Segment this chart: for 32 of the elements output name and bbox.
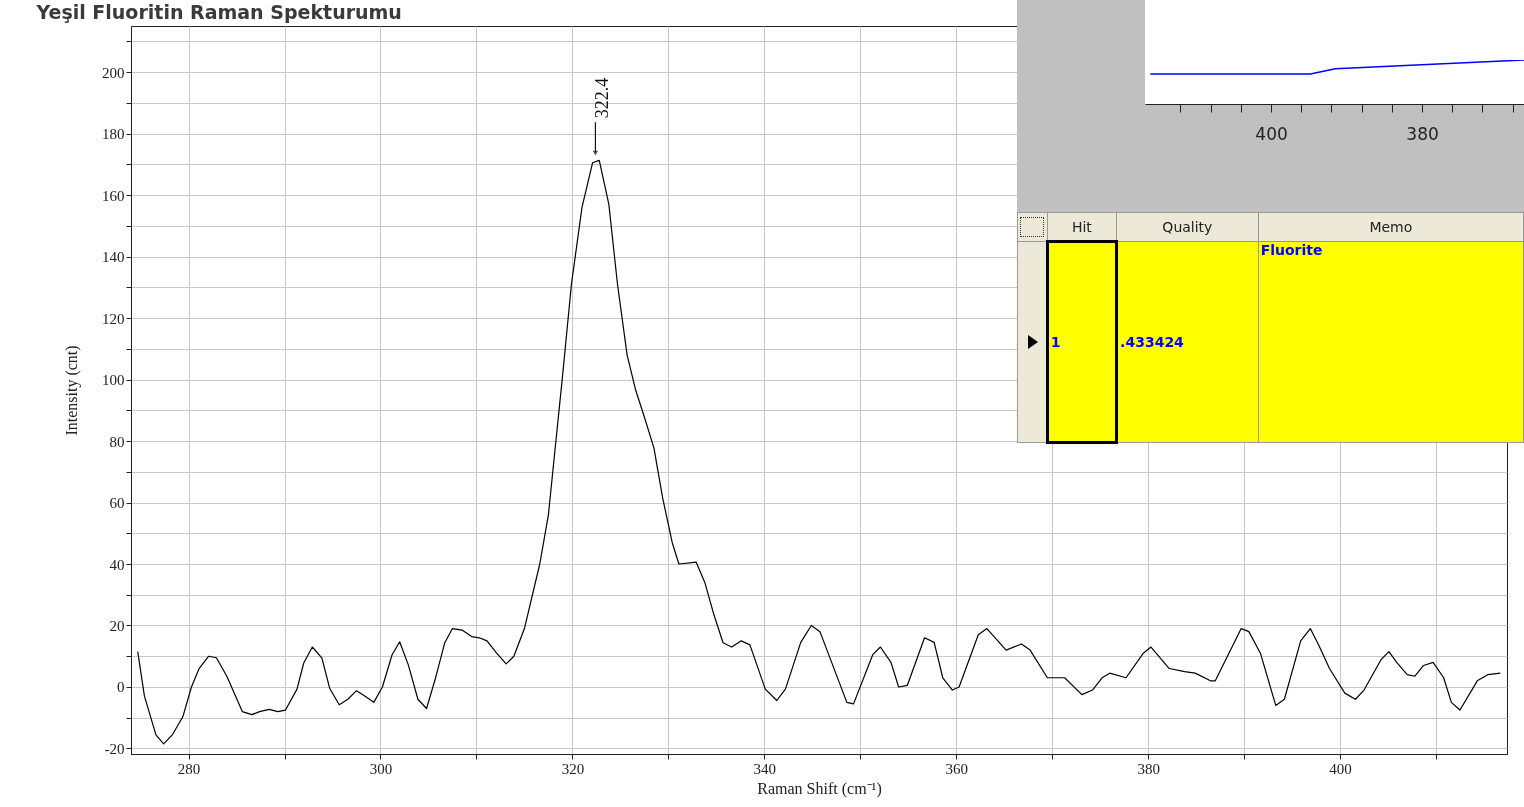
x-tick-label: 400 <box>1255 123 1288 144</box>
y-tick-label: 60 <box>109 495 125 512</box>
y-tick-label: 0 <box>117 679 125 696</box>
y-axis-title: Intensity (cnt) <box>63 345 81 436</box>
line-series <box>137 159 1501 745</box>
y-tick-label: 20 <box>109 617 125 634</box>
y-tick-label: 200 <box>102 64 125 81</box>
y-tick-label: -20 <box>104 740 125 757</box>
annotation: .433424 <box>1116 241 1259 443</box>
annotation: Hit <box>1047 212 1117 242</box>
x-tick-label: 400 <box>1329 760 1352 777</box>
annotation: 1 <box>1047 241 1117 443</box>
annotation: 322.4 <box>592 77 613 119</box>
y-tick-label: 100 <box>102 372 125 389</box>
x-axis-title: Raman Shift (cm⁻¹) <box>757 779 882 798</box>
x-tick-label: 340 <box>753 760 777 777</box>
y-tick-label: 180 <box>102 126 125 143</box>
x-tick-label: 300 <box>369 760 393 777</box>
y-tick-label: 80 <box>109 433 125 450</box>
y-tick-label: 140 <box>102 249 125 266</box>
x-tick-label: 280 <box>177 760 201 777</box>
annotation: Memo <box>1258 212 1524 242</box>
x-tick-label: 380 <box>1137 760 1160 777</box>
y-tick-label: 120 <box>102 310 125 327</box>
y-tick-label: 40 <box>109 556 125 573</box>
y-tick-label: 160 <box>102 187 125 204</box>
x-tick-label: 360 <box>945 760 968 777</box>
x-tick-label: 320 <box>561 760 585 777</box>
annotation: Quality <box>1116 212 1259 242</box>
annotation: Fluorite <box>1258 241 1524 443</box>
x-tick-label: 380 <box>1406 123 1439 144</box>
chart-title: Yeşil Fluoritin Raman Spekturumu <box>35 1 402 23</box>
